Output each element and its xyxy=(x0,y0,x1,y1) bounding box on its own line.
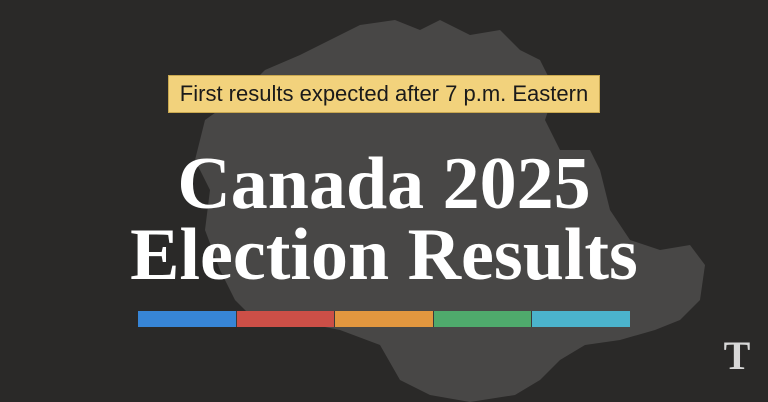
color-segment xyxy=(236,311,336,327)
color-segment xyxy=(532,311,630,327)
headline-line-2: Election Results xyxy=(130,214,638,296)
party-color-bar xyxy=(138,311,630,327)
color-segment xyxy=(138,311,237,327)
color-segment xyxy=(335,311,434,327)
nyt-logo-icon: T xyxy=(723,333,751,378)
headline-line-1: Canada 2025 xyxy=(177,143,591,225)
results-time-banner: First results expected after 7 p.m. East… xyxy=(168,75,600,113)
color-segment xyxy=(433,311,533,327)
